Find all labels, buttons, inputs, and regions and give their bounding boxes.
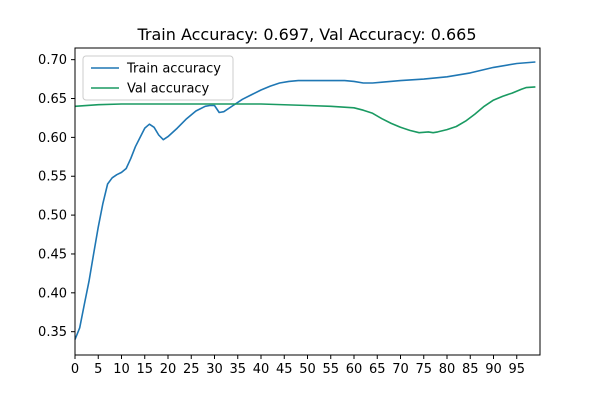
x-tick-label: 95 [508, 362, 525, 377]
x-tick-label: 85 [462, 362, 479, 377]
x-tick-label: 80 [439, 362, 456, 377]
x-tick-label: 40 [253, 362, 270, 377]
x-tick-label: 30 [206, 362, 223, 377]
x-tick-label: 5 [94, 362, 102, 377]
series-line-train-accuracy [74, 61, 536, 340]
x-tick-label: 65 [369, 362, 386, 377]
legend-box [82, 55, 234, 101]
x-tick-label: 45 [276, 362, 293, 377]
y-tick-label: 0.70 [38, 53, 67, 68]
x-tick-label: 60 [346, 362, 363, 377]
chart-title: Train Accuracy: 0.697, Val Accuracy: 0.6… [136, 25, 476, 44]
y-tick-label: 0.55 [38, 170, 67, 185]
y-tick-label: 0.50 [38, 209, 67, 224]
series-layer [74, 61, 536, 340]
legend-label: Val accuracy [127, 82, 210, 97]
y-tick-label: 0.45 [38, 247, 67, 262]
legend: Train accuracy Val accuracy [82, 55, 234, 101]
x-axis: 0 5 10 15 20 25 30 35 40 45 50 55 60 65 70 75 80 85 90 95 [71, 355, 525, 377]
x-tick-label: 20 [160, 362, 177, 377]
x-tick-label: 25 [183, 362, 200, 377]
x-tick-label: 15 [136, 362, 153, 377]
x-tick-label: 35 [229, 362, 246, 377]
y-tick-label: 0.65 [38, 92, 67, 107]
x-tick-label: 75 [415, 362, 432, 377]
x-tick-label: 50 [299, 362, 316, 377]
y-axis: 0.35 0.40 0.45 0.50 0.55 0.60 0.65 0.70 [38, 53, 75, 340]
x-tick-label: 90 [485, 362, 502, 377]
y-tick-label: 0.60 [38, 131, 67, 146]
series-line-val-accuracy [74, 86, 536, 134]
x-tick-label: 55 [322, 362, 339, 377]
y-tick-label: 0.35 [38, 325, 67, 340]
y-tick-label: 0.40 [38, 286, 67, 301]
legend-label: Train accuracy [126, 62, 221, 77]
x-tick-label: 70 [392, 362, 409, 377]
x-tick-label: 10 [113, 362, 130, 377]
x-tick-label: 0 [71, 362, 79, 377]
